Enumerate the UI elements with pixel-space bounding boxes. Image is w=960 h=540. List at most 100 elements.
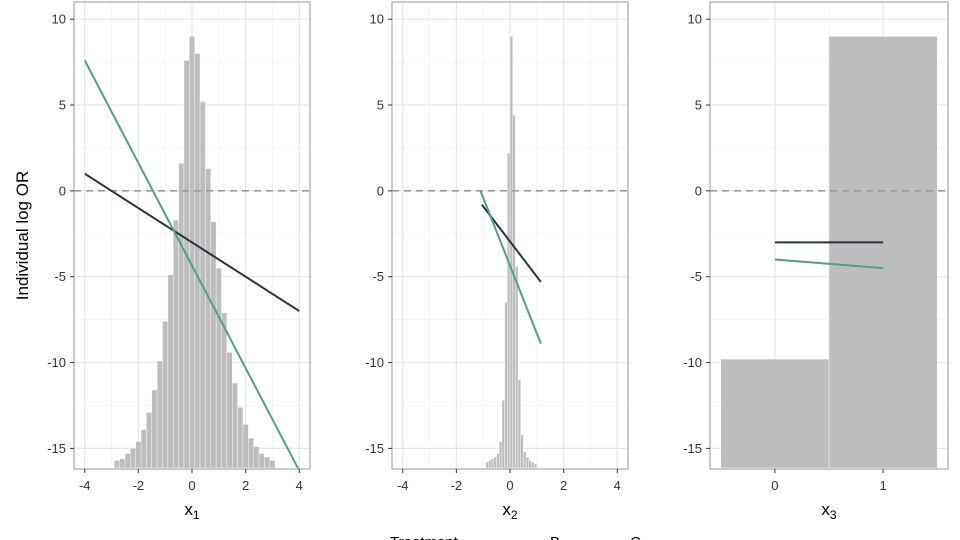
panel-x1-x-axis-title-subscript: 1 — [193, 508, 200, 522]
panel-x2-histogram-bar — [515, 266, 519, 469]
panel-x3-series — [774, 241, 884, 270]
legend-label-C: C — [630, 534, 641, 540]
panel-x2-histogram-bar — [523, 451, 527, 469]
panel-x3-y-tick-label: 0 — [695, 183, 702, 198]
panel-x1-histogram-bar — [183, 60, 190, 469]
panel-x2-histogram-bar — [488, 460, 492, 469]
y-axis-title: Individual log OR — [13, 171, 32, 300]
panel-x1-histogram-bar — [242, 424, 249, 469]
panel-x1-histogram-bar — [226, 352, 233, 469]
panel-x2-series-line-C — [479, 190, 542, 345]
panel-x1-histogram-bar — [146, 412, 152, 469]
panel-x1-histogram-bar — [232, 382, 238, 469]
panel-x2-histogram-bar — [493, 456, 497, 469]
panel-x2-histogram-bar — [525, 456, 529, 469]
panel-x3-histogram-bar — [720, 358, 830, 469]
panel-x2-y-tick-label: -5 — [372, 269, 384, 284]
panel-x2-histogram-bar — [533, 463, 538, 469]
panel-x1-x-tick-label: -2 — [133, 478, 145, 493]
panel-x1-histogram-bar — [194, 53, 201, 469]
panel-x1-y-tick-label: 0 — [59, 183, 66, 198]
panel-x1-x-tick-label: -4 — [79, 478, 91, 493]
panel-x2-y-tick-label: 10 — [370, 12, 384, 27]
panel-x1-series-line-B — [84, 172, 300, 312]
panel-x3-histogram-bar — [828, 36, 938, 469]
panel-x2-histogram-bar — [496, 453, 500, 469]
panel-x1-x-tick-label: 0 — [188, 478, 195, 493]
panel-x1-histogram-bar — [237, 406, 244, 469]
panel-x2-x-tick-label: 2 — [560, 478, 567, 493]
panel-x3-x-axis-title-main: x — [821, 500, 830, 519]
panel-x2-histogram-bar — [491, 458, 495, 469]
panel-x2-histogram-bar — [512, 115, 516, 469]
panel-x3-y-tick-label: 10 — [688, 12, 702, 27]
panel-x1-x-tick-label: 4 — [296, 478, 303, 493]
panel-x1-histogram-bar — [140, 429, 147, 469]
panel-x1-y-tick-label: -5 — [54, 269, 66, 284]
panel-x1-histogram-bar — [221, 312, 228, 469]
panel-x1-histogram-bar — [248, 437, 254, 469]
panel-x3-y-tick-label: -15 — [683, 441, 702, 456]
panel-x1-series — [83, 59, 300, 469]
panel-x1-histogram-bar — [205, 168, 211, 469]
panel-x3-x-axis-title: x3 — [821, 500, 837, 522]
panel-x1-histogram-bar — [253, 446, 260, 469]
panel-x1-x-axis-title-main: x — [184, 500, 193, 519]
panel-x1-histogram-bar — [130, 448, 136, 469]
panel-x1-histogram-bar — [269, 460, 276, 469]
panel-x2-histogram-bar — [531, 461, 535, 469]
panel-x1-y-tick-label: -15 — [47, 441, 66, 456]
panel-x1-x-axis-title: x1 — [184, 500, 200, 522]
panel-x1-y-tick-label: -10 — [47, 355, 66, 370]
panel-x2-histogram-bar — [485, 461, 489, 469]
panel-x2-histogram-bar — [528, 460, 532, 469]
panel-x2-y-tick-label: -15 — [365, 441, 384, 456]
panel-x1-histogram-bar — [162, 321, 169, 469]
panel-x3-border — [709, 1, 949, 470]
panel-x3-y-tick-label: 5 — [695, 98, 702, 113]
panel-x2-histogram-bar — [499, 441, 503, 469]
panel-x1-histogram-bar — [156, 360, 163, 469]
panel-x2-x-tick-label: 0 — [506, 478, 513, 493]
panel-x1-histogram-bar — [167, 274, 174, 469]
panel-x2-histogram — [485, 36, 538, 469]
panel-x1-y-tick-label: 10 — [52, 12, 66, 27]
panel-x1-histogram-bar — [189, 36, 195, 469]
panel-x3-histogram — [720, 36, 938, 469]
panel-x2-histogram-bar — [520, 434, 524, 469]
panel-x3-x-axis-title-subscript: 3 — [830, 508, 837, 522]
panel-x3-y-tick-label: -10 — [683, 355, 702, 370]
panel-x1-x-tick-label: 2 — [242, 478, 249, 493]
panel-x1-histogram-bar — [215, 267, 222, 469]
panel-x2-histogram-bar — [507, 152, 511, 469]
legend: Treatment B C — [390, 534, 641, 540]
panel-x1-histogram-bar — [114, 460, 120, 469]
panel-x2-x-tick-label: -2 — [451, 478, 463, 493]
panel-x2-histogram-bar — [509, 36, 513, 469]
panel-x1-histogram-bar — [210, 221, 217, 469]
panel-x2-x-tick-label: 4 — [614, 478, 621, 493]
panel-x1-histogram-bar — [264, 456, 270, 469]
panel-x2-y-tick-label: 5 — [377, 98, 384, 113]
panel-x1-series-line-C — [83, 59, 300, 469]
panel-x2-y-tick-label: -10 — [365, 355, 384, 370]
panel-x2-series — [479, 190, 542, 345]
panel-x1-histogram-bar — [135, 441, 142, 469]
panel-x1-histogram-bar — [151, 389, 158, 469]
panel-x3-y-tick-label: -5 — [690, 269, 702, 284]
panel-x1: -15 -10 -5 0 5 10 -4 -2 0 2 4 x1 Individual log OR — [13, 1, 311, 522]
legend-title: Treatment — [390, 534, 459, 540]
legend-label-B: B — [550, 534, 560, 540]
panel-x1-y-tick-label: 5 — [59, 98, 66, 113]
panel-x3-x-tick-label: 0 — [771, 478, 778, 493]
panel-x2-x-axis-title-subscript: 2 — [511, 508, 518, 522]
panel-x2-y-tick-label: 0 — [377, 183, 384, 198]
panel-x1-histogram-bar — [124, 453, 131, 469]
panel-x2-histogram-bar — [504, 302, 508, 469]
panel-x2-histogram-bar — [501, 400, 505, 469]
panel-x2-x-axis-title: x2 — [502, 500, 518, 522]
panel-x3-x-tick-label: 1 — [879, 478, 886, 493]
panel-x2-x-axis-title-main: x — [502, 500, 511, 519]
